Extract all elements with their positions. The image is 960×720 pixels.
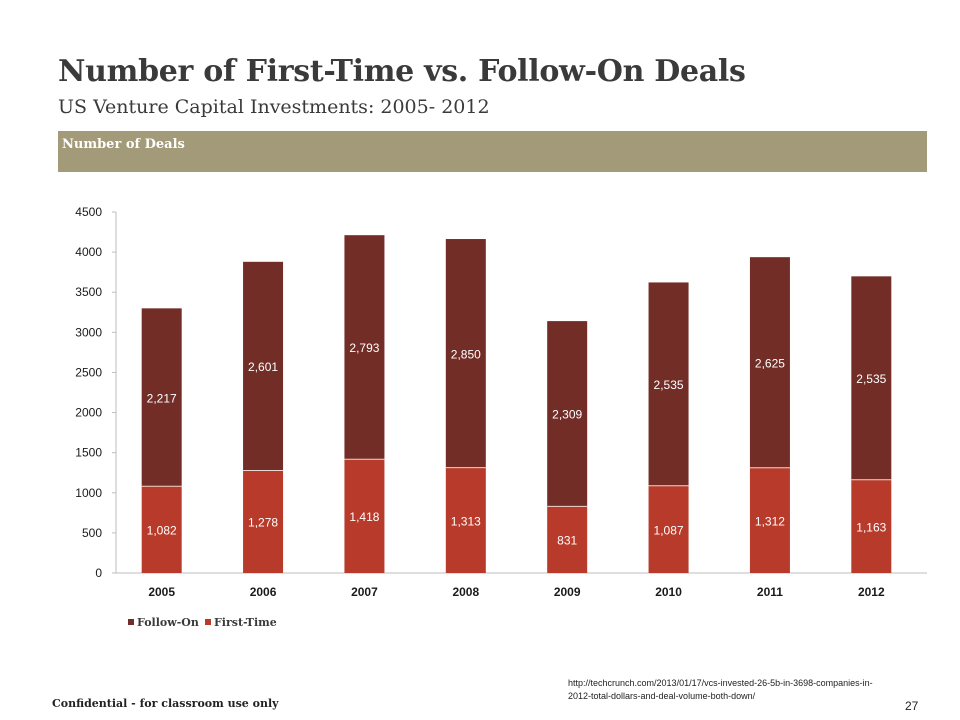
data-label-follow-on: 2,309 [552, 408, 582, 422]
section-band: Number of Deals [58, 131, 927, 172]
x-tick-label: 2012 [858, 585, 885, 599]
section-band-label: Number of Deals [62, 137, 185, 152]
bar-follow-on [851, 276, 892, 480]
bar-first-time [851, 479, 892, 573]
page-number: 27 [905, 699, 919, 713]
data-label-first-time: 831 [557, 534, 577, 548]
data-label-follow-on: 2,850 [451, 347, 481, 361]
data-label-follow-on: 2,535 [654, 378, 684, 392]
y-tick-label: 4000 [75, 245, 102, 259]
x-tick-label: 2006 [250, 585, 277, 599]
legend-label: First-Time [214, 616, 277, 629]
y-tick-label: 1000 [75, 486, 102, 500]
bar-follow-on [141, 308, 182, 487]
bar-first-time [243, 470, 284, 573]
legend-label: Follow-On [137, 616, 199, 629]
x-tick-label: 2005 [148, 585, 175, 599]
bar-follow-on [344, 235, 385, 460]
data-label-follow-on: 2,535 [856, 372, 886, 386]
data-label-first-time: 1,163 [856, 520, 886, 534]
bar-follow-on [547, 321, 588, 507]
x-tick-label: 2007 [351, 585, 378, 599]
legend-swatch [128, 619, 134, 625]
y-tick-label: 3500 [75, 285, 102, 299]
data-label-first-time: 1,082 [147, 524, 177, 538]
x-tick-label: 2010 [655, 585, 682, 599]
bar-first-time [648, 485, 689, 573]
confidential-note: Confidential - for classroom use only [52, 697, 279, 710]
data-label-follow-on: 2,217 [147, 391, 177, 405]
legend-swatch [205, 619, 211, 625]
data-label-follow-on: 2,601 [248, 360, 278, 374]
bar-first-time [141, 486, 182, 573]
data-label-first-time: 1,312 [755, 514, 785, 528]
x-tick-label: 2011 [757, 585, 783, 599]
slide-title: Number of First-Time vs. Follow-On Deals [58, 54, 746, 89]
data-label-first-time: 1,418 [349, 510, 379, 524]
bar-follow-on [243, 261, 284, 471]
data-label-follow-on: 2,793 [349, 341, 379, 355]
bar-follow-on [749, 257, 790, 468]
bar-follow-on [648, 282, 689, 486]
x-tick-label: 2009 [554, 585, 581, 599]
source-url[interactable]: http://techcrunch.com/2013/01/17/vcs-inv… [568, 678, 873, 701]
data-label-follow-on: 2,625 [755, 356, 785, 370]
x-tick-label: 2008 [452, 585, 479, 599]
data-label-first-time: 1,313 [451, 514, 481, 528]
y-tick-label: 2500 [75, 365, 102, 379]
y-tick-label: 1500 [75, 446, 102, 460]
bar-first-time [547, 506, 588, 573]
y-tick-label: 4500 [75, 205, 102, 219]
y-tick-label: 3000 [75, 325, 102, 339]
y-tick-label: 500 [82, 526, 102, 540]
bar-follow-on [445, 239, 486, 468]
bar-first-time [445, 467, 486, 573]
y-tick-label: 0 [95, 566, 102, 580]
data-label-first-time: 1,278 [248, 516, 278, 530]
bar-first-time [344, 459, 385, 573]
data-label-first-time: 1,087 [654, 523, 684, 537]
bar-first-time [749, 467, 790, 573]
y-tick-label: 2000 [75, 406, 102, 420]
slide-subtitle: US Venture Capital Investments: 2005- 20… [58, 96, 490, 118]
